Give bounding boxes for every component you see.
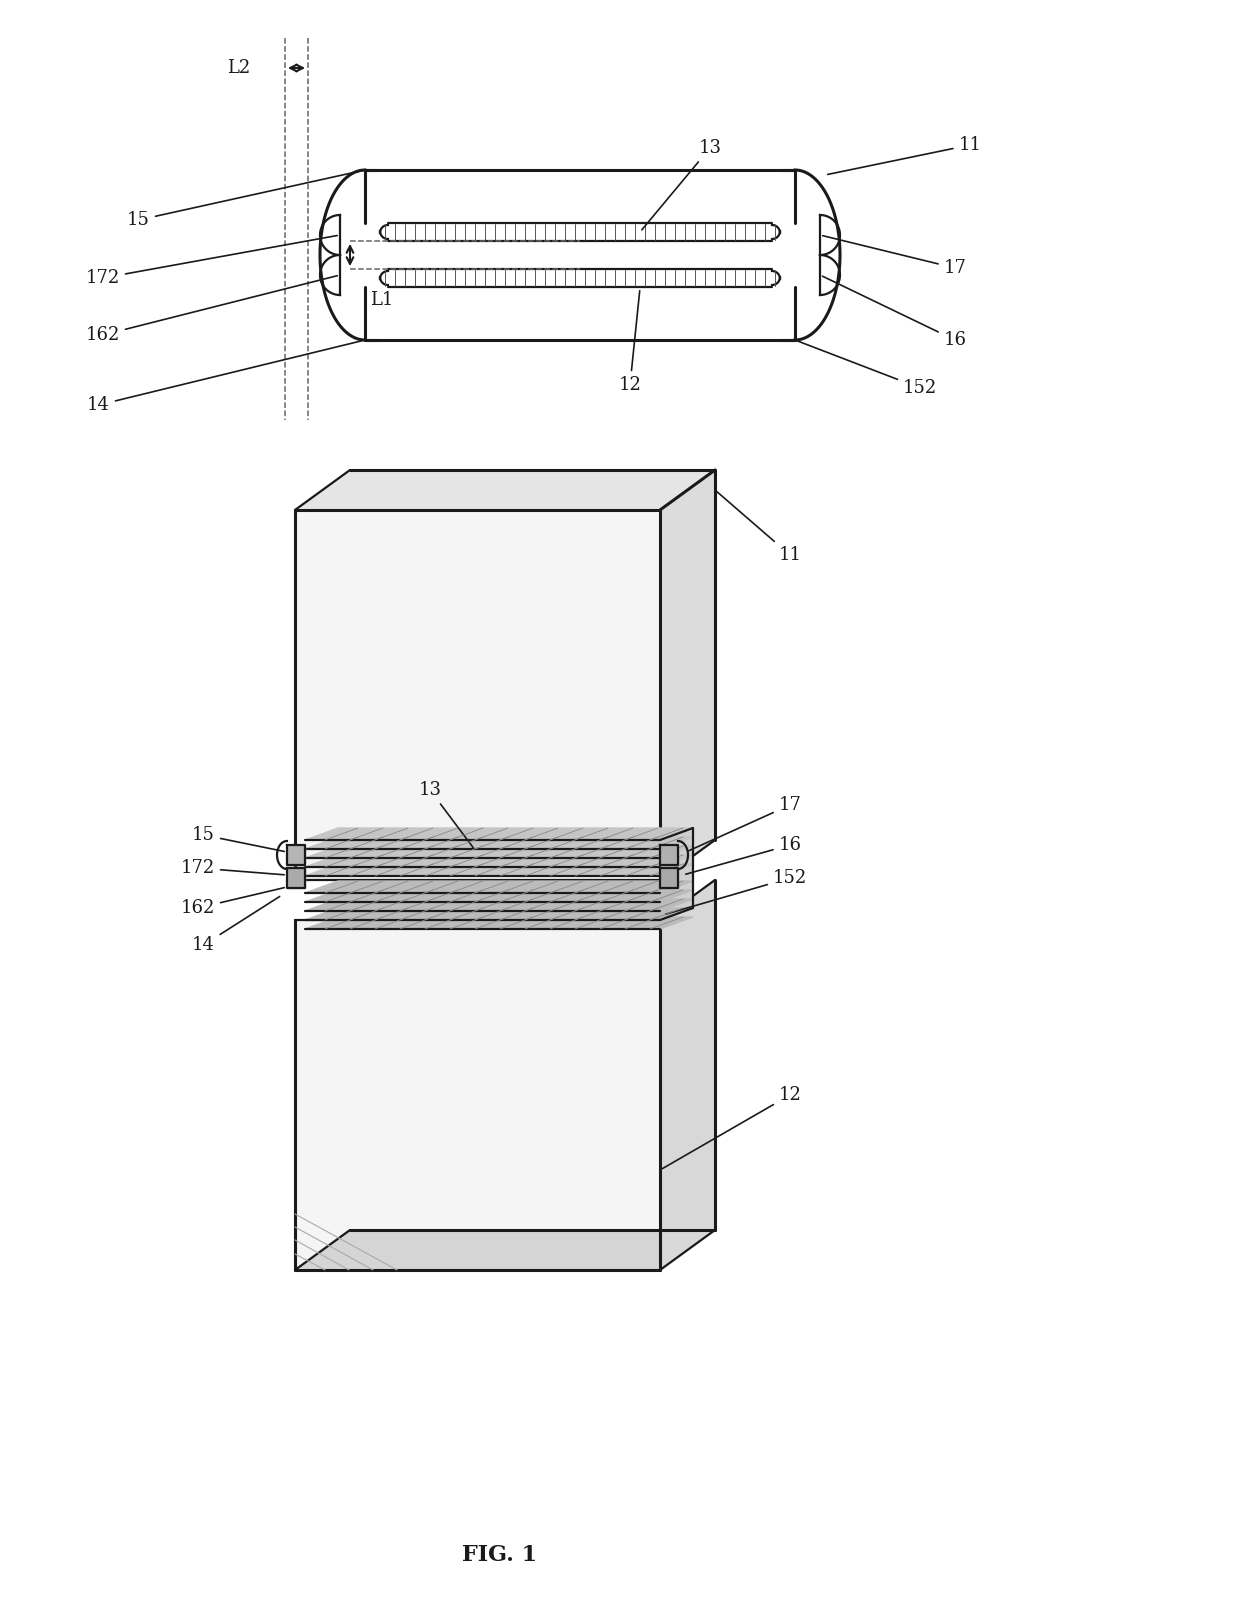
Polygon shape [305, 837, 693, 849]
Polygon shape [305, 828, 693, 840]
Polygon shape [286, 868, 305, 889]
Text: 152: 152 [797, 342, 937, 398]
Polygon shape [295, 1230, 715, 1270]
Polygon shape [295, 921, 660, 1270]
Text: 14: 14 [87, 340, 362, 414]
Polygon shape [286, 845, 305, 865]
Polygon shape [660, 828, 693, 921]
Text: 15: 15 [128, 170, 362, 229]
Text: 14: 14 [192, 897, 280, 954]
Polygon shape [305, 908, 693, 921]
Text: 152: 152 [666, 869, 807, 914]
Polygon shape [305, 845, 693, 858]
Polygon shape [295, 510, 660, 881]
Text: 13: 13 [419, 781, 474, 849]
Polygon shape [295, 470, 715, 510]
Text: 172: 172 [86, 236, 337, 287]
Polygon shape [660, 845, 678, 865]
Polygon shape [660, 881, 715, 1270]
Text: 17: 17 [822, 236, 966, 277]
Polygon shape [305, 898, 693, 911]
Polygon shape [305, 881, 693, 893]
Polygon shape [660, 868, 678, 889]
Text: 15: 15 [192, 826, 284, 852]
Text: 12: 12 [662, 1086, 801, 1169]
Text: 16: 16 [822, 276, 966, 350]
Text: L1: L1 [370, 290, 393, 310]
Text: 17: 17 [688, 796, 801, 850]
Text: 162: 162 [86, 276, 337, 343]
Text: 12: 12 [619, 290, 641, 395]
Text: L2: L2 [227, 59, 250, 77]
Text: 13: 13 [642, 140, 722, 229]
Polygon shape [660, 470, 715, 881]
Text: 16: 16 [686, 836, 801, 874]
Polygon shape [305, 890, 693, 901]
Text: 11: 11 [828, 136, 982, 175]
Text: 11: 11 [717, 492, 801, 565]
Polygon shape [305, 865, 693, 876]
Text: FIG. 1: FIG. 1 [463, 1545, 538, 1566]
Polygon shape [305, 855, 693, 868]
Polygon shape [305, 917, 693, 929]
Text: 162: 162 [181, 887, 284, 917]
Text: 172: 172 [181, 860, 284, 877]
